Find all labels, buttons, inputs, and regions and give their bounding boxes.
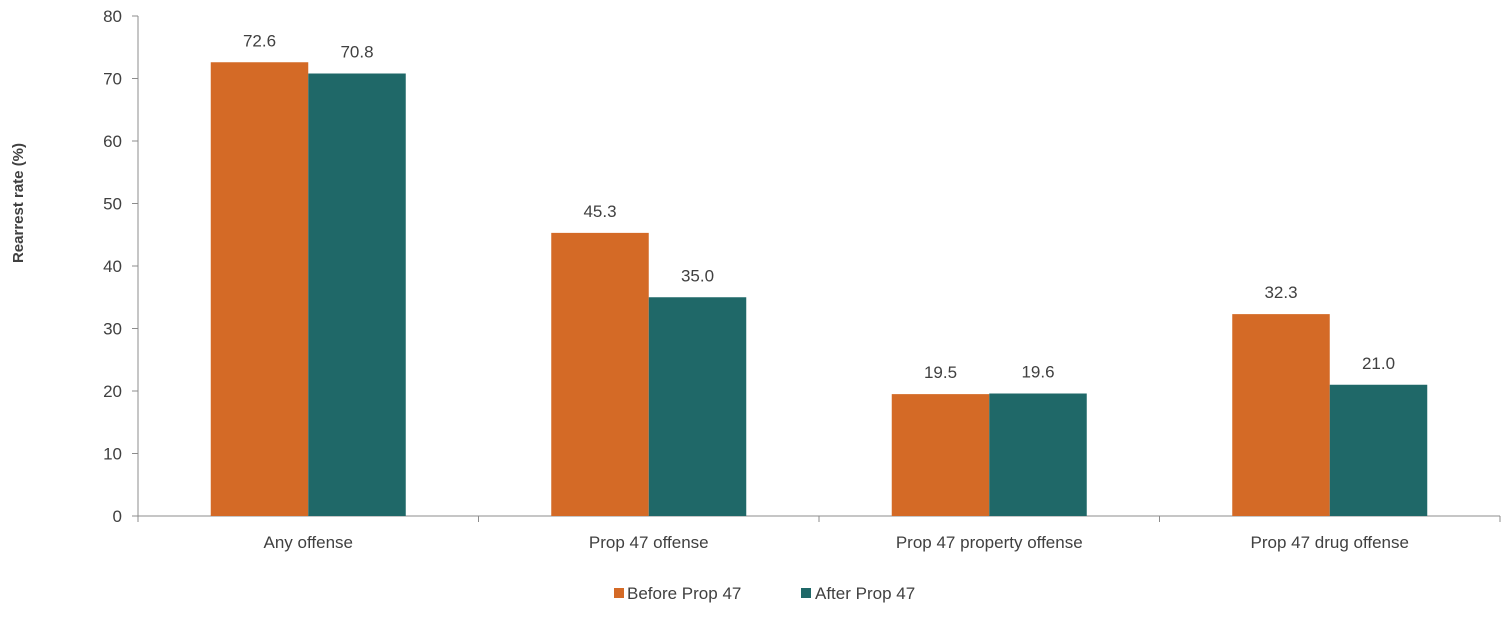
y-axis-title: Rearrest rate (%) bbox=[10, 143, 27, 263]
x-category-label: Prop 47 offense bbox=[589, 533, 709, 552]
y-axis-title-group: Rearrest rate (%) bbox=[10, 143, 27, 263]
data-label: 35.0 bbox=[681, 266, 714, 285]
legend-label: After Prop 47 bbox=[815, 584, 915, 603]
data-label: 72.6 bbox=[243, 31, 276, 50]
bars bbox=[210, 62, 1428, 516]
bar-before bbox=[210, 62, 309, 516]
x-category-label: Any offense bbox=[264, 533, 353, 552]
bar-before bbox=[891, 394, 990, 516]
bar-before bbox=[551, 232, 649, 516]
data-label: 19.5 bbox=[924, 363, 957, 382]
y-tick-label: 60 bbox=[103, 132, 122, 151]
legend-swatch bbox=[801, 588, 811, 598]
y-tick-label: 20 bbox=[103, 382, 122, 401]
y-tick-label: 80 bbox=[103, 7, 122, 26]
legend-swatch bbox=[614, 588, 624, 598]
bar-after bbox=[308, 73, 406, 516]
bar-after bbox=[1329, 384, 1428, 516]
bar-after bbox=[648, 297, 747, 516]
legend-label: Before Prop 47 bbox=[627, 584, 741, 603]
data-label: 45.3 bbox=[583, 202, 616, 221]
x-category-label: Prop 47 property offense bbox=[896, 533, 1083, 552]
legend: Before Prop 47 After Prop 47 bbox=[614, 584, 915, 603]
data-label: 32.3 bbox=[1264, 283, 1297, 302]
data-label: 19.6 bbox=[1021, 363, 1054, 382]
data-label: 70.8 bbox=[340, 43, 373, 62]
data-labels: 72.6 45.3 19.5 32.3 70.8 35.0 19.6 21.0 bbox=[243, 31, 1395, 382]
y-tick-label: 40 bbox=[103, 257, 122, 276]
bar-before bbox=[1232, 314, 1330, 516]
data-label: 21.0 bbox=[1362, 354, 1395, 373]
y-tick-label: 70 bbox=[103, 70, 122, 89]
bar-after bbox=[989, 393, 1087, 516]
y-tick-label: 30 bbox=[103, 320, 122, 339]
y-tick-label: 50 bbox=[103, 195, 122, 214]
x-category-label: Prop 47 drug offense bbox=[1251, 533, 1409, 552]
y-tick-label: 10 bbox=[103, 445, 122, 464]
y-tick-label: 0 bbox=[113, 507, 122, 526]
